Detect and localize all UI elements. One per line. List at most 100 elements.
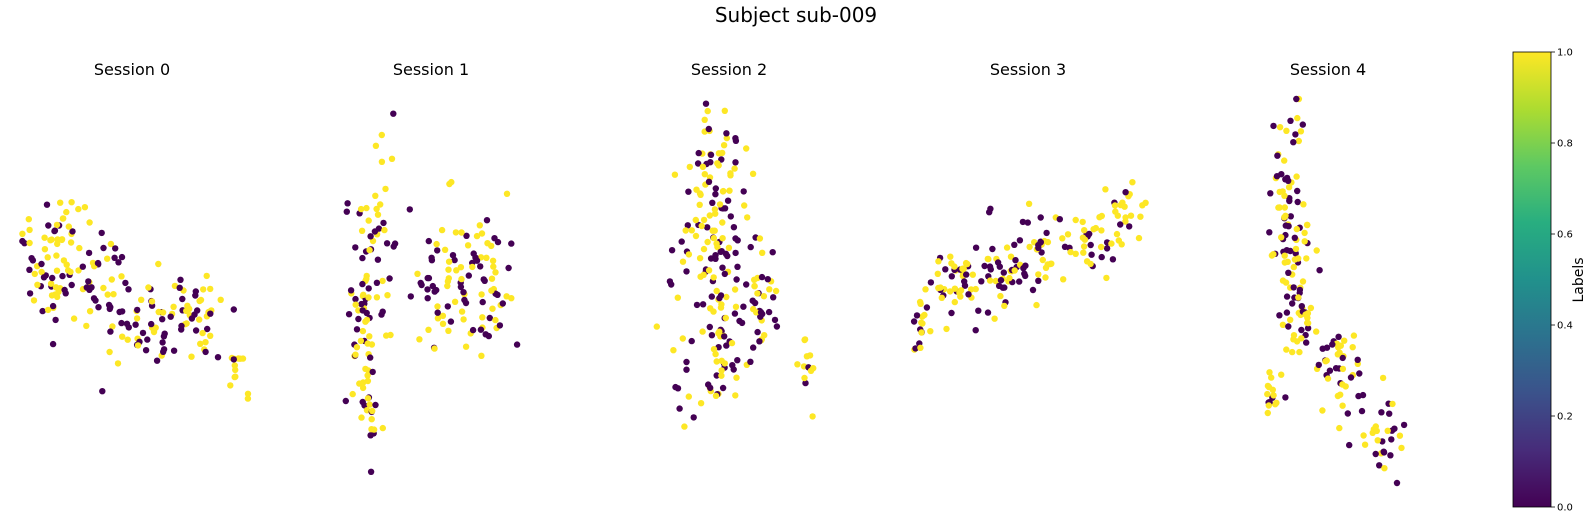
scatter-panel-session-2: Session 2 (653, 60, 817, 430)
panel-title: Session 3 (990, 60, 1066, 79)
scatter-point (1316, 267, 1323, 274)
scatter-point (425, 237, 432, 245)
scatter-point (803, 353, 811, 360)
scatter-point (994, 259, 1002, 266)
scatter-point (1287, 316, 1294, 323)
scatter-point (708, 293, 715, 300)
scatter-point (696, 255, 704, 262)
scatter-point (452, 229, 460, 236)
scatter-point (738, 319, 746, 327)
scatter-point (683, 268, 690, 275)
scatter-point (692, 216, 699, 224)
scatter-point (159, 339, 166, 346)
scatter-point (477, 326, 485, 333)
scatter-point (1273, 399, 1280, 406)
scatter-point (1303, 255, 1310, 262)
scatter-point (972, 327, 979, 334)
scatter-point (460, 289, 467, 296)
scatter-point (1323, 344, 1331, 351)
scatter-point (1266, 229, 1273, 236)
scatter-point (1279, 188, 1286, 195)
scatter-point (681, 423, 688, 430)
scatter-point (1035, 277, 1042, 284)
scatter-point (1329, 341, 1336, 348)
colorbar-tick-label: 0.2 (1557, 412, 1573, 423)
scatter-point (718, 367, 725, 374)
panel-title: Session 4 (1290, 60, 1366, 79)
scatter-point (1137, 213, 1144, 220)
scatter-point (453, 267, 460, 274)
scatter-point (424, 295, 431, 302)
scatter-point (1296, 286, 1304, 294)
scatter-point (1281, 157, 1288, 164)
panel-title: Session 0 (94, 60, 170, 79)
scatter-point (49, 302, 57, 310)
scatter-point (41, 246, 49, 253)
scatter-point (145, 284, 152, 291)
scatter-point (1012, 257, 1019, 264)
scatter-point (244, 390, 252, 397)
scatter-point (386, 275, 393, 282)
scatter-point (344, 200, 351, 207)
scatter-point (489, 305, 496, 312)
scatter-point (363, 316, 371, 324)
scatter-point (200, 286, 207, 293)
scatter-point (449, 252, 457, 259)
scatter-point (425, 274, 433, 282)
scatter-point (194, 307, 201, 314)
scatter-point (378, 158, 386, 165)
scatter-point (75, 267, 82, 274)
scatter-point (355, 315, 362, 323)
scatter-point (473, 257, 481, 264)
scatter-point (365, 294, 372, 301)
scatter-point (1356, 370, 1363, 377)
scatter-point (134, 342, 142, 349)
scatter-point (1283, 346, 1290, 353)
scatter-point (1341, 337, 1348, 344)
scatter-point (686, 163, 693, 171)
scatter-point (123, 320, 131, 327)
scatter-point (207, 332, 214, 339)
scatter-point (40, 274, 48, 281)
scatter-point (1108, 240, 1115, 247)
scatter-point (67, 239, 75, 246)
scatter-point (712, 191, 719, 198)
scatter-point (57, 199, 64, 206)
scatter-point (369, 407, 376, 415)
scatter-point (43, 201, 51, 208)
scatter-point (118, 273, 125, 280)
scatter-point (1398, 444, 1405, 452)
scatter-point (712, 185, 719, 192)
scatter-point (197, 296, 205, 304)
scatter-point (719, 219, 726, 226)
scatter-point (712, 252, 719, 259)
scatter-point (448, 178, 455, 186)
scatter-point (794, 361, 801, 368)
scatter-point (1021, 272, 1029, 280)
scatter-point (728, 339, 736, 347)
scatter-point (441, 246, 449, 253)
scatter-point (719, 264, 726, 271)
scatter-point (26, 266, 33, 273)
scatter-point (951, 285, 959, 292)
scatter-point (465, 272, 472, 279)
scatter-point (701, 116, 708, 124)
scatter-point (992, 277, 999, 285)
scatter-point (734, 357, 741, 364)
scatter-panel-session-0: Session 0 (19, 60, 252, 402)
scatter-point (1088, 251, 1095, 258)
scatter-point (144, 336, 151, 343)
scatter-point (732, 249, 739, 257)
scatter-point (1313, 247, 1320, 254)
scatter-point (1313, 328, 1320, 335)
colorbar-tick-label: 0.8 (1557, 139, 1573, 150)
scatter-point (707, 151, 715, 158)
scatter-point (462, 299, 470, 307)
scatter-point (107, 328, 114, 335)
scatter-point (513, 341, 521, 348)
scatter-point (366, 246, 373, 254)
scatter-point (927, 328, 934, 335)
scatter-point (176, 284, 183, 291)
scatter-point (379, 277, 386, 285)
scatter-point (358, 414, 365, 421)
